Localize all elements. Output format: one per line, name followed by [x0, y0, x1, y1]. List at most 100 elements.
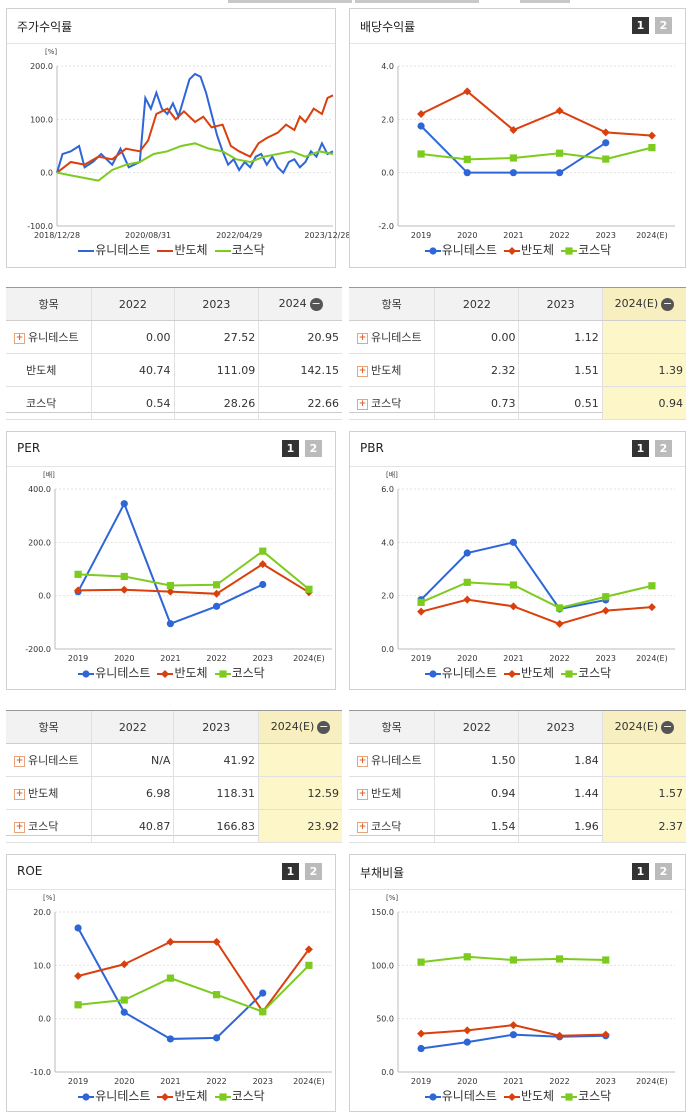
data-point-a [509, 538, 518, 546]
expand-icon[interactable]: + [357, 398, 368, 410]
expand-icon[interactable]: + [14, 788, 25, 800]
legend-item-b[interactable]: 반도체 [156, 1087, 208, 1104]
row-name[interactable]: + 반도체 [349, 776, 436, 810]
x-tick-label: 2023 [596, 654, 616, 663]
page-2-button[interactable]: 2 [655, 17, 672, 34]
page-1-button[interactable]: 1 [632, 863, 649, 880]
y-tick-label: -2.0 [378, 222, 394, 231]
legend-item-c[interactable]: 코스닥 [214, 241, 265, 258]
expand-icon[interactable]: + [14, 332, 25, 344]
column-header: 항목 [6, 288, 93, 321]
series-line-c [56, 142, 334, 182]
expand-icon[interactable]: + [14, 755, 25, 767]
data-point-a [120, 500, 128, 508]
legend-item-a[interactable]: 유니테스트 [424, 1087, 497, 1104]
data-point-a [602, 139, 610, 147]
legend-item-a[interactable]: 유니테스트 [77, 1087, 150, 1104]
axis-unit-label: [%] [43, 894, 55, 902]
page-1-button[interactable]: 1 [282, 440, 299, 457]
page-2-button[interactable]: 2 [655, 863, 672, 880]
data-point-b [417, 110, 426, 118]
expand-icon[interactable]: + [357, 821, 368, 833]
legend-item-b[interactable]: 반도체 [503, 664, 554, 681]
row-name[interactable]: + 유니테스트 [6, 320, 93, 354]
row-name[interactable]: + 반도체 [6, 776, 93, 810]
axis-unit-label: [%] [386, 894, 398, 902]
stock-return-table-wrap: 항목 2022 2023 2024− + 유니테스트 0.00 27.52 20.95 반도체 40… [6, 287, 342, 420]
page-1-button[interactable]: 1 [282, 863, 299, 880]
row-name[interactable]: + 유니테스트 [349, 743, 436, 777]
page-2-button[interactable]: 2 [305, 863, 322, 880]
legend-item-a[interactable]: 유니테스트 [424, 241, 497, 258]
series-line-a [77, 501, 264, 625]
collapse-icon[interactable]: − [661, 296, 675, 311]
legend-item-b[interactable]: 반도체 [503, 241, 554, 258]
column-header: 2023 [173, 711, 260, 744]
page-2-button[interactable]: 2 [655, 440, 672, 457]
legend-swatch-icon [561, 669, 578, 678]
x-tick-label: 2023/12/28 [304, 231, 350, 240]
row-name[interactable]: + 반도체 [349, 353, 436, 387]
data-point-b [120, 960, 129, 969]
legend-label: 유니테스트 [95, 666, 151, 680]
data-point-a [555, 169, 564, 177]
row-name[interactable]: + 유니테스트 [349, 320, 436, 354]
expand-icon[interactable]: + [357, 365, 368, 377]
legend-item-c[interactable]: 코스닥 [560, 1087, 611, 1104]
legend-label: 유니테스트 [95, 1089, 151, 1103]
legend-item-a[interactable]: 유니테스트 [77, 241, 150, 258]
page-1-button[interactable]: 1 [632, 440, 649, 457]
x-tick-label: 2019 [68, 1077, 88, 1086]
legend-item-a[interactable]: 유니테스트 [77, 664, 150, 681]
data-point-b [647, 131, 656, 140]
cell-value: 1.50 [434, 743, 520, 777]
legend-marker-icon [161, 669, 170, 678]
legend-swatch-icon [78, 669, 95, 678]
x-tick-label: 2022/04/29 [216, 231, 262, 240]
x-tick-label: 2020/08/31 [125, 231, 171, 240]
legend-item-b[interactable]: 반도체 [503, 1087, 554, 1104]
legend-item-c[interactable]: 코스닥 [214, 1087, 265, 1104]
expand-icon[interactable]: + [357, 755, 368, 767]
column-header: 2022 [434, 288, 520, 321]
data-point-c [509, 581, 518, 589]
cell-value: 0.94 [602, 386, 686, 420]
collapse-icon[interactable]: − [317, 719, 331, 734]
panel-title: PBR [360, 441, 384, 455]
table-row: + 코스닥 0.73 0.51 0.94 [349, 386, 686, 420]
data-point-b [555, 1031, 564, 1040]
cell-value: 27.52 [174, 320, 260, 354]
y-tick-label: 100.0 [371, 961, 394, 970]
chart-legend: 유니테스트 반도체 코스닥 [7, 664, 335, 681]
expand-icon[interactable]: + [14, 821, 25, 833]
collapse-icon[interactable]: − [309, 296, 323, 311]
series-line-c [420, 146, 653, 161]
legend-label: 코스닥 [231, 243, 265, 257]
legend-item-b[interactable]: 반도체 [156, 664, 208, 681]
expand-icon[interactable]: + [357, 788, 368, 800]
legend-item-b[interactable]: 반도체 [156, 241, 208, 258]
row-name[interactable]: 코스닥 [6, 386, 93, 420]
row-name[interactable]: + 코스닥 [349, 809, 436, 843]
collapse-icon[interactable]: − [661, 719, 675, 734]
row-name[interactable]: + 코스닥 [349, 386, 436, 420]
legend-item-a[interactable]: 유니테스트 [424, 664, 497, 681]
legend-marker-icon [161, 1092, 170, 1101]
page-2-button[interactable]: 2 [305, 440, 322, 457]
pbr-table: 항목 2022 2023 2024(E) − + 유니테스트 1.50 1.84 + 반도체 0.94… [349, 711, 686, 843]
row-name[interactable]: + 코스닥 [6, 809, 93, 843]
data-point-b [166, 587, 175, 596]
legend-marker-icon [82, 1092, 90, 1101]
legend-item-c[interactable]: 코스닥 [560, 241, 611, 258]
data-point-c [555, 604, 564, 612]
expand-icon[interactable]: + [357, 332, 368, 344]
legend-item-c[interactable]: 코스닥 [560, 664, 611, 681]
page-1-button[interactable]: 1 [632, 17, 649, 34]
cell-value: 111.09 [174, 353, 260, 387]
row-name[interactable]: 반도체 [6, 353, 93, 387]
legend-item-c[interactable]: 코스닥 [214, 664, 265, 681]
table-row: + 유니테스트 0.00 27.52 20.95 [6, 320, 342, 354]
x-tick-label: 2020 [457, 654, 477, 663]
row-name[interactable]: + 유니테스트 [6, 743, 93, 777]
